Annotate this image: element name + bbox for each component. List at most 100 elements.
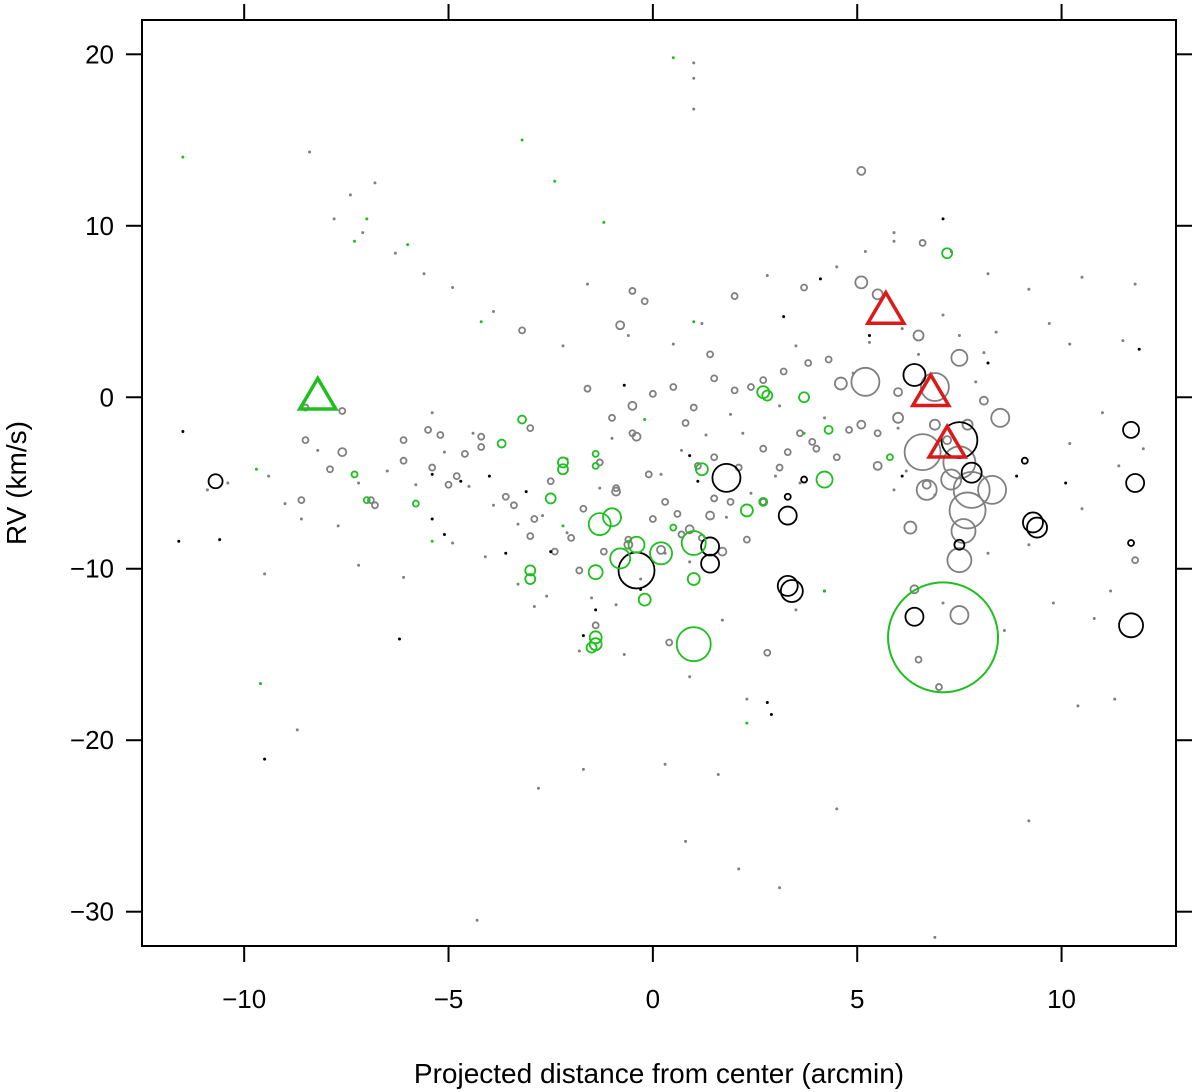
gray-point xyxy=(316,448,320,452)
gray-point xyxy=(599,547,608,556)
gray-point xyxy=(263,572,267,576)
gray-point xyxy=(371,501,379,510)
gray-point xyxy=(337,447,348,458)
gray-point xyxy=(591,621,600,630)
gray-point xyxy=(835,265,839,269)
gray-point xyxy=(336,524,340,528)
gray-point xyxy=(747,383,755,391)
gray-point xyxy=(759,497,768,506)
green-point xyxy=(496,438,507,449)
black-point xyxy=(688,454,692,458)
green-point xyxy=(544,492,557,505)
gray-point xyxy=(700,322,704,326)
gray-point xyxy=(422,272,426,276)
gray-point xyxy=(933,935,937,939)
green-point xyxy=(557,456,569,469)
gray-point xyxy=(1027,287,1031,291)
gray-point xyxy=(585,282,589,286)
black-point xyxy=(902,363,927,387)
gray-point xyxy=(692,76,696,80)
black-point xyxy=(777,505,798,526)
black-point xyxy=(459,479,463,483)
green-point xyxy=(761,389,774,402)
gray-point xyxy=(679,448,683,452)
green-point xyxy=(802,431,806,435)
gray-point xyxy=(704,433,708,437)
gray-point xyxy=(778,886,782,890)
gray-point xyxy=(823,416,827,420)
gray-point xyxy=(1068,442,1072,446)
black-point xyxy=(711,462,742,493)
red-triangle-marker xyxy=(909,371,952,408)
gray-point xyxy=(724,515,728,519)
green-point xyxy=(739,503,754,518)
gray-point xyxy=(1047,322,1051,326)
gray-point xyxy=(710,494,719,503)
gray-point xyxy=(720,618,724,622)
gray-point xyxy=(590,596,594,600)
black-point xyxy=(941,217,945,221)
gray-point xyxy=(710,453,719,462)
gray-point xyxy=(845,425,853,434)
green-point xyxy=(798,391,810,404)
gray-point xyxy=(1133,282,1137,286)
gray-point xyxy=(1100,411,1104,415)
green-point xyxy=(823,589,827,593)
gray-point xyxy=(565,531,569,535)
gray-point xyxy=(283,502,287,506)
gray-point xyxy=(854,275,869,290)
gray-point xyxy=(518,326,526,335)
gray-point xyxy=(982,351,986,355)
gray-point xyxy=(575,566,584,575)
gray-point xyxy=(579,504,588,513)
black-point xyxy=(696,479,700,483)
x-axis-title: Projected distance from center (arcmin) xyxy=(414,1058,904,1089)
gray-point xyxy=(741,431,745,435)
gray-point xyxy=(357,481,361,485)
x-tick-label: 10 xyxy=(1047,984,1076,1014)
black-point xyxy=(1125,473,1146,493)
gray-point xyxy=(1080,275,1084,279)
black-point xyxy=(581,634,585,638)
green-point xyxy=(517,414,527,425)
gray-point xyxy=(583,384,592,393)
green-point xyxy=(588,630,603,645)
gray-point xyxy=(778,404,782,408)
gray-point xyxy=(640,297,649,306)
gray-point xyxy=(688,675,692,679)
gray-point xyxy=(977,474,1007,505)
gray-point xyxy=(332,217,336,221)
gray-point xyxy=(444,480,453,489)
gray-point xyxy=(1051,601,1055,605)
gray-point xyxy=(631,431,642,442)
gray-point xyxy=(475,918,479,922)
green-triangle-marker xyxy=(296,374,339,411)
gray-point xyxy=(915,478,938,501)
gray-point xyxy=(935,683,943,691)
black-point xyxy=(1015,474,1019,478)
gray-point xyxy=(414,483,418,487)
gray-point xyxy=(536,786,540,790)
gray-point xyxy=(471,431,475,435)
gray-point xyxy=(661,497,670,506)
gray-point xyxy=(614,603,618,607)
x-tick-label: −5 xyxy=(434,984,464,1014)
gray-point xyxy=(942,435,953,446)
green-point xyxy=(406,243,410,247)
green-point xyxy=(758,496,769,507)
black-point xyxy=(487,474,491,478)
gray-point xyxy=(808,437,817,446)
gray-point xyxy=(742,535,751,544)
gray-point xyxy=(903,433,942,472)
gray-point xyxy=(903,520,918,535)
black-point xyxy=(549,550,553,554)
gray-point xyxy=(684,839,688,843)
gray-point xyxy=(526,532,535,541)
gray-point xyxy=(357,563,361,567)
black-point xyxy=(524,490,528,494)
gray-point xyxy=(491,503,495,507)
gray-point xyxy=(896,426,900,430)
green-point xyxy=(680,530,707,556)
gray-point xyxy=(872,460,883,471)
